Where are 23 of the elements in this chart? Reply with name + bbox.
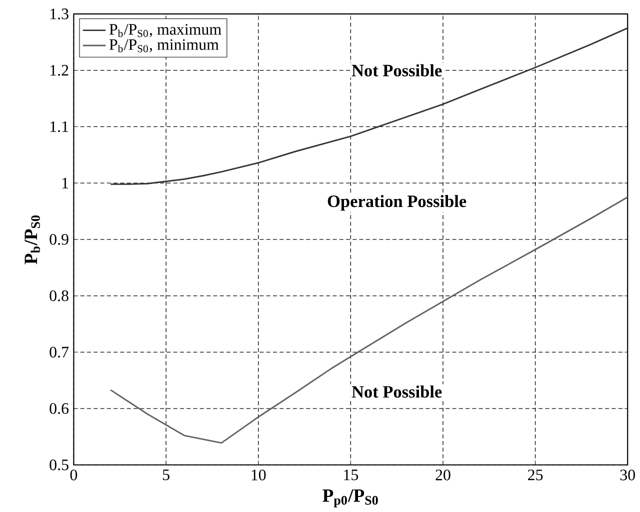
y-tick-label: 0.8 [50,290,68,302]
legend-label: P$_{b}$/P$_{S0}$, maximum [109,24,222,38]
y-axis-title: P$_{b}$/P$_{S0}$ [24,216,40,264]
y-tick-label: 1.3 [50,8,68,20]
y-tick-label: 1.1 [50,121,68,132]
x-tick-label: 5 [162,470,170,480]
x-tick-label: 25 [528,470,543,480]
legend-label: P$_{b}$/P$_{S0}$, minimum [109,39,219,52]
x-tick-label: 10 [252,470,266,480]
y-tick-label: 0.5 [50,460,68,470]
x-tick-label: 30 [620,470,635,480]
x-tick-label: 0 [70,470,78,480]
annotation: Not Possible [352,386,442,398]
annotation: Operation Possible [328,195,466,211]
y-tick-label: 0.6 [50,403,69,414]
annotation: Not Possible [352,64,442,77]
y-tick-label: 0.7 [50,346,69,358]
x-tick-label: 15 [344,470,358,480]
y-tick-label: 1 [62,178,68,188]
x-tick-label: 20 [436,470,450,480]
y-tick-label: 1.2 [50,65,68,76]
y-tick-label: 0.9 [50,234,68,245]
x-axis-title: P$_{p0}$/P$_{S0}$ [322,490,378,508]
